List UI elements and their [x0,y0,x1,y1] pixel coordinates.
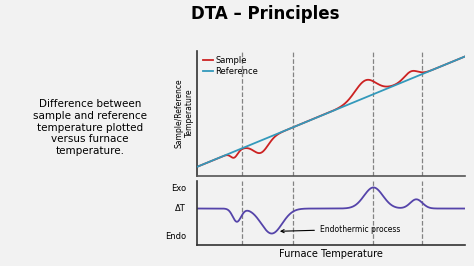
Y-axis label: Sample/Reference
Temperature: Sample/Reference Temperature [174,78,194,148]
Legend: Sample, Reference: Sample, Reference [201,55,260,78]
Text: ΔT: ΔT [175,204,186,213]
Text: Endothermic process: Endothermic process [281,225,400,234]
Text: DTA – Principles: DTA – Principles [191,5,340,23]
Text: Difference between
sample and reference
temperature plotted
versus furnace
tempe: Difference between sample and reference … [33,99,147,156]
X-axis label: Furnace Temperature: Furnace Temperature [279,249,383,259]
Text: Endo: Endo [165,232,186,241]
Text: Exo: Exo [171,184,186,193]
